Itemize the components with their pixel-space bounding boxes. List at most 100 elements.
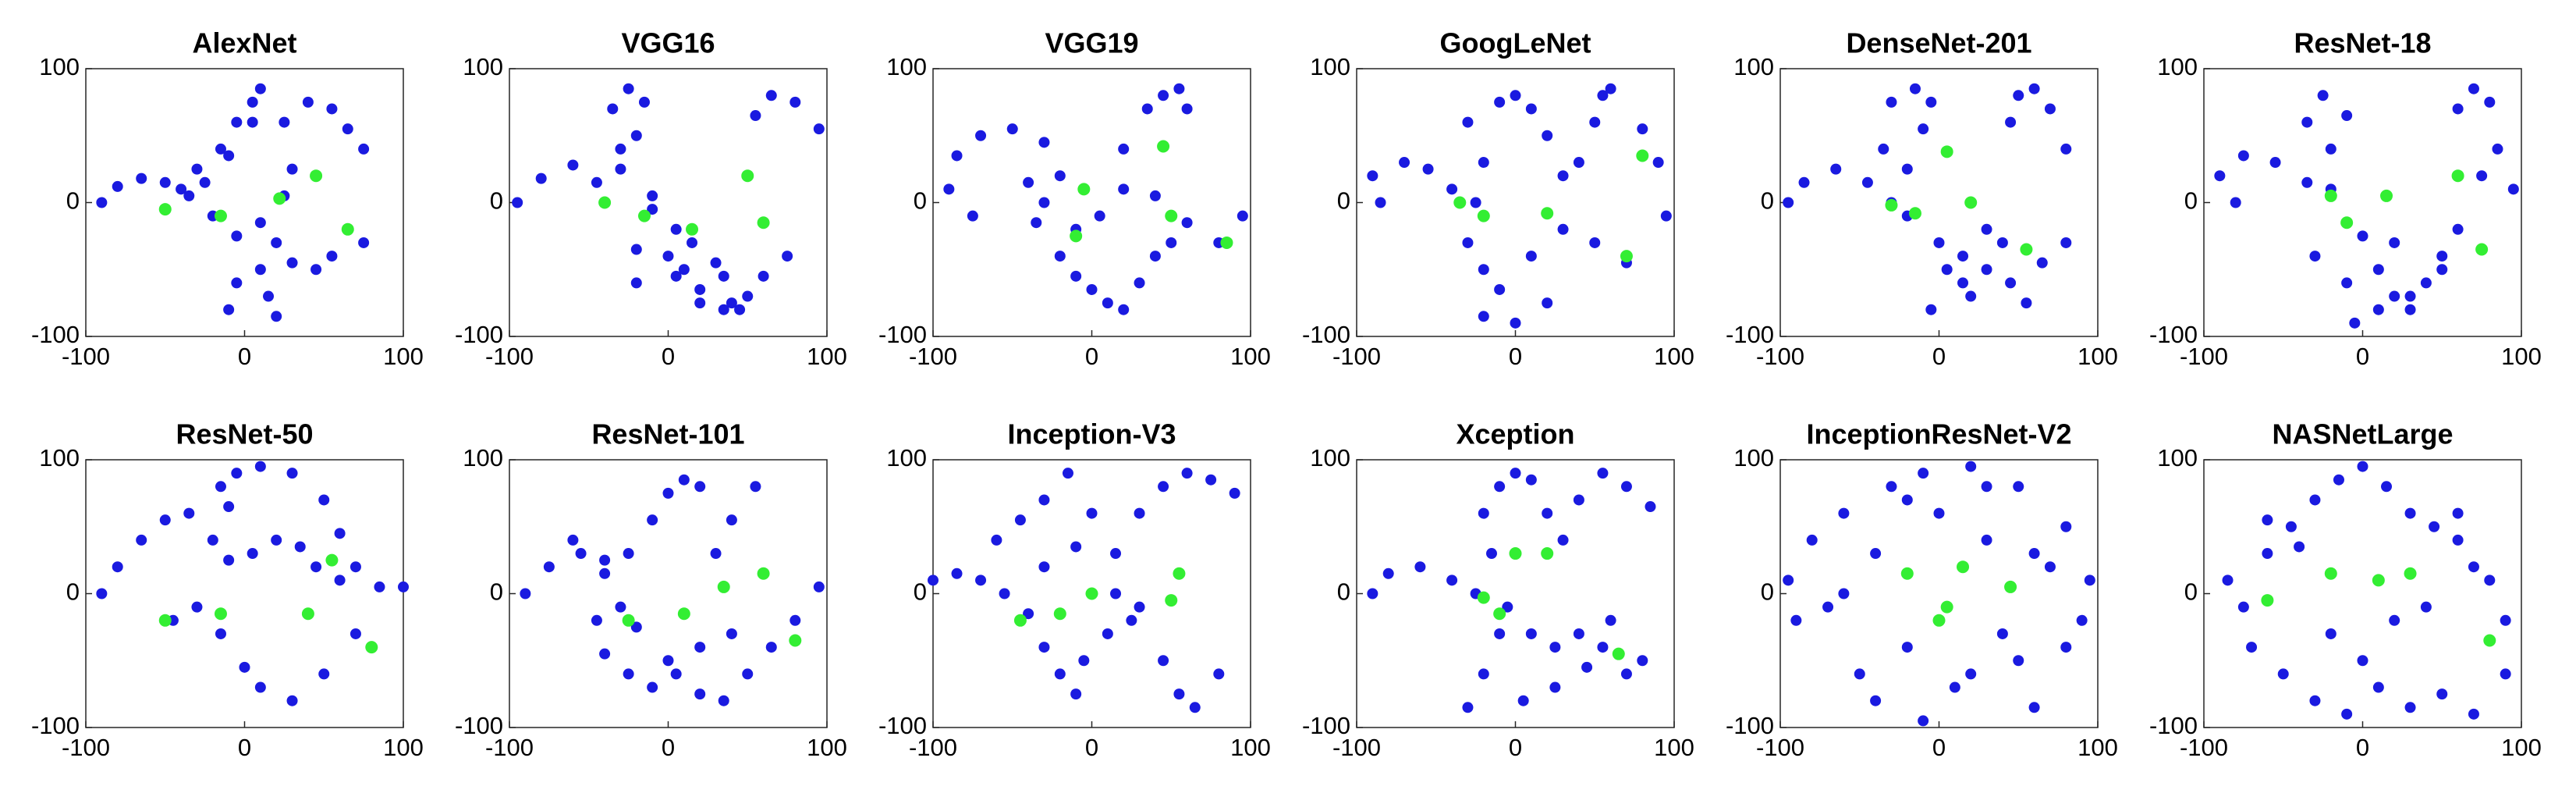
point bbox=[1783, 197, 1794, 208]
point bbox=[765, 642, 777, 653]
point bbox=[1901, 163, 1913, 175]
highlight-point bbox=[757, 216, 770, 229]
point bbox=[1094, 210, 1105, 222]
highlight-point bbox=[2324, 567, 2337, 580]
point bbox=[647, 681, 658, 693]
highlight-point bbox=[789, 634, 802, 647]
point bbox=[662, 251, 674, 262]
point bbox=[2492, 143, 2503, 155]
x-tick-label: 100 bbox=[2077, 343, 2118, 370]
point bbox=[1054, 170, 1066, 182]
point bbox=[1494, 283, 1506, 295]
point bbox=[1031, 217, 1042, 229]
highlight-point bbox=[2483, 634, 2496, 647]
point bbox=[567, 159, 579, 171]
x-tick-label: 0 bbox=[1509, 734, 1522, 761]
point bbox=[2349, 317, 2361, 329]
point bbox=[326, 251, 338, 262]
point bbox=[1462, 702, 1474, 713]
point bbox=[1023, 176, 1034, 188]
x-tick-label: 0 bbox=[1509, 343, 1522, 370]
point bbox=[1981, 481, 1992, 493]
point bbox=[662, 487, 674, 499]
point bbox=[2476, 170, 2488, 182]
point bbox=[975, 130, 987, 141]
highlight-point bbox=[1165, 594, 1178, 607]
point bbox=[623, 668, 634, 680]
highlight-point bbox=[2404, 567, 2417, 580]
point bbox=[1086, 283, 1098, 295]
point bbox=[2404, 304, 2416, 315]
highlight-point bbox=[365, 641, 378, 654]
point bbox=[1110, 588, 1122, 599]
point bbox=[1949, 681, 1960, 693]
point bbox=[318, 668, 330, 680]
point bbox=[231, 468, 243, 479]
point bbox=[1478, 157, 1489, 169]
point bbox=[159, 176, 171, 188]
y-tick-label: 0 bbox=[2184, 578, 2198, 606]
x-tick-label: 0 bbox=[238, 734, 251, 761]
point bbox=[1557, 534, 1569, 546]
point bbox=[1838, 588, 1850, 599]
highlight-point bbox=[717, 580, 730, 593]
point bbox=[1382, 567, 1394, 579]
point bbox=[1806, 534, 1818, 546]
highlight-point bbox=[1053, 607, 1066, 621]
chart-title: VGG19 bbox=[1045, 27, 1138, 59]
point bbox=[2277, 668, 2289, 680]
point bbox=[543, 561, 555, 573]
point bbox=[710, 257, 722, 269]
point bbox=[374, 581, 385, 592]
point bbox=[96, 588, 108, 599]
y-tick-label: 100 bbox=[1310, 444, 1350, 471]
point bbox=[191, 601, 203, 613]
point bbox=[1981, 223, 1992, 235]
point bbox=[2214, 170, 2226, 182]
subplot: VGG19 -100 0 100 -100 0 100 bbox=[878, 27, 1271, 371]
point bbox=[1070, 270, 1082, 282]
subplot: AlexNet -100 0 100 -100 0 100 bbox=[31, 27, 424, 371]
y-tick-label: 0 bbox=[1761, 578, 1774, 606]
subplot: Xception -100 0 100 -100 0 100 bbox=[1302, 418, 1694, 762]
point bbox=[1158, 655, 1169, 667]
point bbox=[2076, 614, 2088, 626]
highlight-point bbox=[1541, 547, 1554, 560]
point bbox=[1173, 688, 1185, 700]
point bbox=[1173, 83, 1185, 94]
point bbox=[239, 661, 250, 673]
x-tick-label: -100 bbox=[909, 734, 957, 761]
point bbox=[223, 501, 235, 513]
x-tick-label: 100 bbox=[807, 343, 847, 370]
highlight-point bbox=[2475, 243, 2489, 256]
point bbox=[1525, 628, 1537, 639]
point bbox=[1510, 90, 1521, 101]
point bbox=[599, 567, 611, 579]
point bbox=[615, 601, 626, 613]
point bbox=[1901, 494, 1913, 506]
point bbox=[1110, 548, 1122, 560]
point bbox=[2036, 257, 2048, 269]
highlight-point bbox=[1932, 614, 1946, 627]
y-tick-label: -100 bbox=[1726, 321, 1774, 348]
point bbox=[2357, 230, 2368, 242]
highlight-point bbox=[2372, 574, 2385, 587]
point bbox=[2044, 561, 2056, 573]
point bbox=[951, 150, 963, 162]
chart-title: Inception-V3 bbox=[1007, 418, 1176, 450]
x-tick-label: -100 bbox=[1332, 343, 1381, 370]
y-tick-label: 0 bbox=[490, 187, 503, 215]
point bbox=[1886, 481, 1897, 493]
y-tick-label: 0 bbox=[490, 578, 503, 606]
point bbox=[2222, 575, 2234, 586]
point bbox=[1517, 695, 1529, 706]
point bbox=[1981, 534, 1992, 546]
point bbox=[638, 96, 650, 108]
point bbox=[1652, 157, 1664, 169]
y-tick-label: -100 bbox=[878, 712, 927, 739]
point bbox=[286, 695, 298, 706]
point bbox=[2325, 628, 2336, 639]
point bbox=[575, 548, 587, 560]
chart-title: ResNet-50 bbox=[176, 418, 313, 450]
